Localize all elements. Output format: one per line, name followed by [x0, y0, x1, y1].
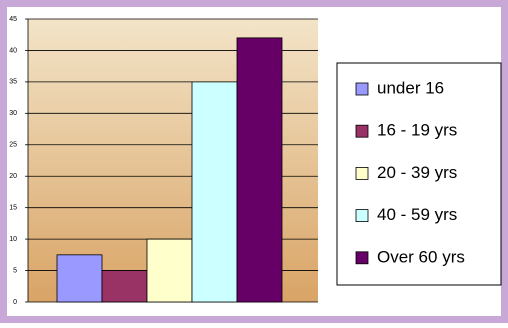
legend-swatch	[355, 124, 369, 138]
legend-swatch	[355, 209, 369, 223]
y-tick-label: 40	[9, 47, 17, 54]
y-tick-label: 10	[9, 236, 17, 243]
y-tick-label: 20	[9, 173, 17, 180]
legend-label: 16 - 19 yrs	[377, 121, 457, 140]
bar	[101, 270, 148, 303]
bar	[56, 254, 103, 303]
y-tick-label: 0	[13, 299, 17, 306]
bar	[191, 81, 238, 303]
y-tick-label: 35	[9, 79, 17, 86]
legend-label: Over 60 yrs	[377, 247, 465, 266]
legend-swatch	[355, 166, 369, 180]
legend-label: under 16	[377, 78, 444, 97]
legend-swatch	[355, 251, 369, 265]
bar	[146, 238, 193, 303]
legend-swatch	[355, 82, 369, 96]
y-tick-label: 25	[9, 142, 17, 149]
y-tick-label: 30	[9, 110, 17, 117]
y-tick-label: 45	[9, 16, 17, 23]
y-tick-label: 5	[13, 267, 17, 274]
bar	[236, 37, 283, 303]
legend-label: 20 - 39 yrs	[377, 163, 457, 182]
y-tick-label: 15	[9, 205, 17, 212]
legend-label: 40 - 59 yrs	[377, 205, 457, 224]
